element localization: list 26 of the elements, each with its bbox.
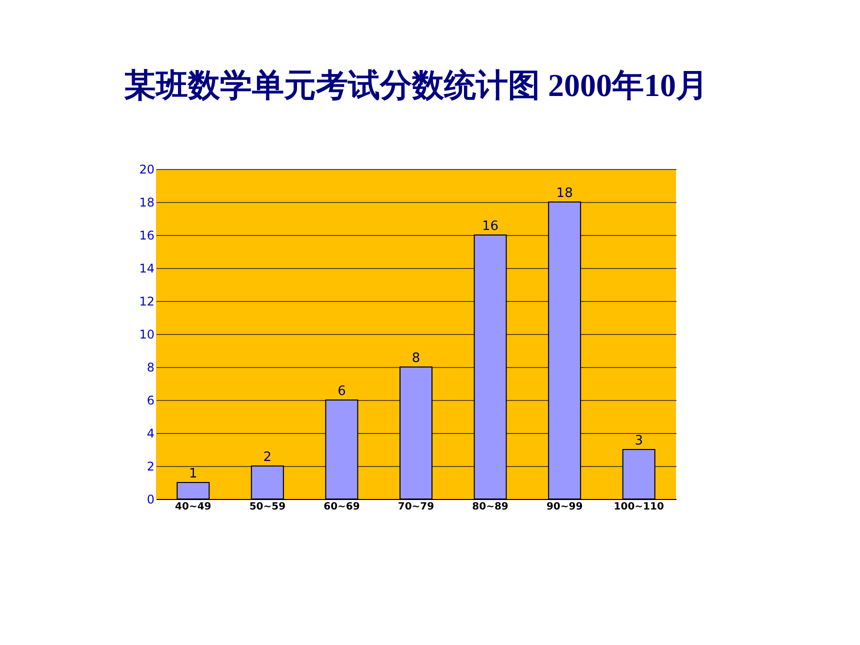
y-tick-label: 6 bbox=[146, 394, 154, 408]
x-tick-label: 80~89 bbox=[472, 502, 508, 512]
x-tick-label: 50~59 bbox=[249, 502, 286, 512]
y-tick-label: 18 bbox=[139, 196, 154, 210]
data-label: 6 bbox=[338, 384, 346, 399]
y-tick-label: 8 bbox=[146, 360, 154, 374]
y-tick-label: 0 bbox=[146, 492, 154, 506]
chart-title: 某班数学单元考试分数统计图 2000年10月 bbox=[124, 67, 708, 103]
y-tick-label: 4 bbox=[146, 426, 154, 440]
x-tick-label: 60~69 bbox=[324, 502, 360, 512]
y-tick-label: 14 bbox=[139, 262, 154, 276]
x-tick-label: 40~49 bbox=[175, 502, 212, 512]
x-tick-label: 70~79 bbox=[398, 502, 434, 512]
x-tick-label: 100~110 bbox=[614, 502, 664, 512]
data-label: 18 bbox=[556, 186, 573, 201]
data-label: 1 bbox=[189, 466, 198, 482]
data-label: 3 bbox=[634, 434, 643, 448]
data-label: 16 bbox=[482, 219, 499, 234]
y-tick-label: 2 bbox=[146, 460, 154, 474]
data-label: 2 bbox=[263, 450, 272, 465]
data-label: 8 bbox=[412, 351, 420, 366]
y-tick-label: 16 bbox=[139, 228, 154, 242]
x-tick-label: 90~99 bbox=[546, 502, 583, 512]
y-tick-label: 12 bbox=[139, 294, 154, 308]
y-tick-label: 20 bbox=[139, 162, 154, 176]
y-tick-label: 10 bbox=[139, 328, 154, 342]
